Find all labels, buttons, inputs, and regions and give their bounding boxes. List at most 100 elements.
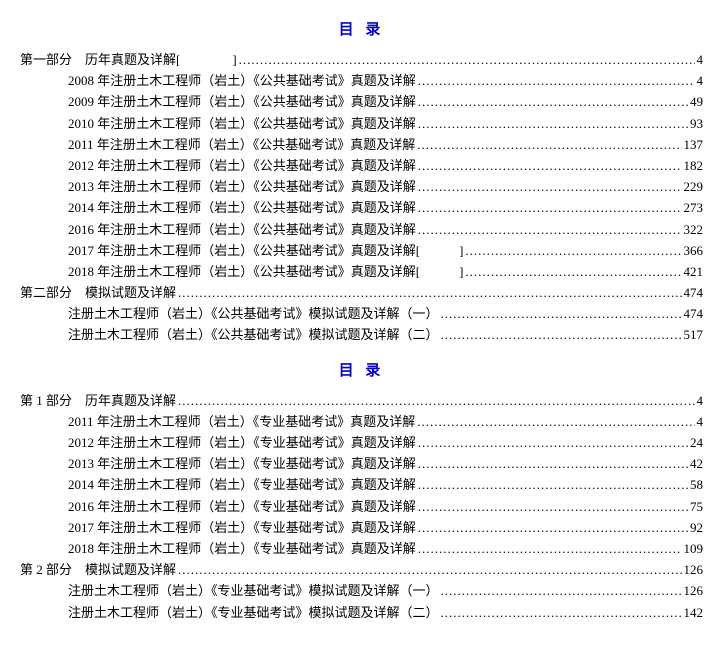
toc-entry-page: 273: [684, 199, 704, 217]
toc-entry-label: 注册土木工程师（岩土）《公共基础考试》模拟试题及详解（一）: [68, 305, 439, 323]
toc-entry-page: 137: [684, 136, 704, 154]
toc-2: 目 录第 1 部分 历年真题及详解42011 年注册土木工程师（岩土）《专业基础…: [20, 359, 703, 622]
toc-dots: [418, 519, 688, 537]
toc-entry-label: 2012 年注册土木工程师（岩土）《公共基础考试》真题及详解: [68, 157, 416, 175]
toc-line: 2017 年注册土木工程师（岩土）《专业基础考试》真题及详解 92: [68, 519, 703, 537]
toc-line: 注册土木工程师（岩土）《公共基础考试》模拟试题及详解（一） 474: [68, 305, 703, 323]
toc-section-page: 126: [684, 561, 704, 579]
toc-entry-page: 4: [697, 413, 704, 431]
toc-dots: [417, 136, 681, 154]
toc-entry-label: 注册土木工程师（岩土）《公共基础考试》模拟试题及详解（二）: [68, 326, 439, 344]
toc-line: 注册土木工程师（岩土）《公共基础考试》模拟试题及详解（二） 517: [68, 326, 703, 344]
toc-1: 目 录第一部分 历年真题及详解[ ]42008 年注册土木工程师（岩土）《公共基…: [20, 18, 703, 345]
toc-entry-label: 注册土木工程师（岩土）《专业基础考试》模拟试题及详解（一）: [68, 582, 439, 600]
toc-entry-label: 注册土木工程师（岩土）《专业基础考试》模拟试题及详解（二）: [68, 604, 439, 622]
toc-entry-page: 92: [690, 519, 703, 537]
toc-entry-label: 2010 年注册土木工程师（岩土）《公共基础考试》真题及详解: [68, 115, 416, 133]
toc-entry-page: 474: [684, 305, 704, 323]
toc-entry-label: 2009 年注册土木工程师（岩土）《公共基础考试》真题及详解: [68, 93, 416, 111]
toc-line: 第 1 部分 历年真题及详解 4: [20, 392, 703, 410]
toc-entry-label: 2014 年注册土木工程师（岩土）《专业基础考试》真题及详解: [68, 476, 416, 494]
toc-section-label: 第 1 部分 历年真题及详解: [20, 392, 176, 410]
toc-dots: [418, 93, 688, 111]
toc-dots: [418, 157, 682, 175]
toc-line: 2014 年注册土木工程师（岩土）《公共基础考试》真题及详解 273: [68, 199, 703, 217]
toc-entry-page: 229: [684, 178, 704, 196]
toc-dots: [441, 305, 682, 323]
toc-line: 2011 年注册土木工程师（岩土）《专业基础考试》真题及详解 4: [68, 413, 703, 431]
toc-entry-page: 142: [684, 604, 704, 622]
toc-dots: [418, 178, 682, 196]
toc-dots: [178, 392, 694, 410]
toc-dots: [441, 326, 682, 344]
toc-entry-label: 2013 年注册土木工程师（岩土）《专业基础考试》真题及详解: [68, 455, 416, 473]
toc-entry-label: 2011 年注册土木工程师（岩土）《公共基础考试》真题及详解: [68, 136, 415, 154]
toc-line: 2018 年注册土木工程师（岩土）《专业基础考试》真题及详解 109: [68, 540, 703, 558]
toc-line: 注册土木工程师（岩土）《专业基础考试》模拟试题及详解（二） 142: [68, 604, 703, 622]
toc-entry-label: 2011 年注册土木工程师（岩土）《专业基础考试》真题及详解: [68, 413, 415, 431]
toc-line: 2008 年注册土木工程师（岩土）《公共基础考试》真题及详解 4: [68, 72, 703, 90]
toc-line: 2017 年注册土木工程师（岩土）《公共基础考试》真题及详解[ ] 366: [68, 242, 703, 260]
toc-line: 2013 年注册土木工程师（岩土）《公共基础考试》真题及详解 229: [68, 178, 703, 196]
toc-line: 2014 年注册土木工程师（岩土）《专业基础考试》真题及详解 58: [68, 476, 703, 494]
toc-line: 第 2 部分 模拟试题及详解 126: [20, 561, 703, 579]
toc-line: 2016 年注册土木工程师（岩土）《公共基础考试》真题及详解 322: [68, 221, 703, 239]
toc-dots: [418, 540, 682, 558]
toc-dots: [418, 498, 688, 516]
toc-entry-label: 2013 年注册土木工程师（岩土）《公共基础考试》真题及详解: [68, 178, 416, 196]
toc-section-label: 第二部分 模拟试题及详解: [20, 284, 176, 302]
toc-line: 2012 年注册土木工程师（岩土）《专业基础考试》真题及详解 24: [68, 434, 703, 452]
toc-dots: [418, 476, 688, 494]
toc-dots: [178, 561, 681, 579]
toc-section-label: 第一部分 历年真题及详解[ ]: [20, 51, 237, 69]
toc-entry-page: 109: [684, 540, 704, 558]
toc-line: 2011 年注册土木工程师（岩土）《公共基础考试》真题及详解 137: [68, 136, 703, 154]
toc-dots: [441, 604, 682, 622]
toc-line: 第二部分 模拟试题及详解 474: [20, 284, 703, 302]
toc-entry-label: 2016 年注册土木工程师（岩土）《专业基础考试》真题及详解: [68, 498, 416, 516]
toc-entry-page: 42: [690, 455, 703, 473]
toc-entry-label: 2017 年注册土木工程师（岩土）《公共基础考试》真题及详解[ ]: [68, 242, 463, 260]
toc-section-page: 4: [697, 51, 704, 69]
toc-entry-page: 75: [690, 498, 703, 516]
toc-entry-page: 49: [690, 93, 703, 111]
toc-entry-page: 182: [684, 157, 704, 175]
toc-dots: [418, 199, 682, 217]
toc-entry-label: 2018 年注册土木工程师（岩土）《专业基础考试》真题及详解: [68, 540, 416, 558]
toc-dots: [418, 434, 688, 452]
toc-dots: [418, 115, 688, 133]
toc-entry-page: 4: [697, 72, 704, 90]
toc-line: 2009 年注册土木工程师（岩土）《公共基础考试》真题及详解 49: [68, 93, 703, 111]
toc-dots: [465, 242, 681, 260]
toc-entry-page: 517: [684, 326, 704, 344]
toc-entry-label: 2012 年注册土木工程师（岩土）《专业基础考试》真题及详解: [68, 434, 416, 452]
toc-entry-label: 2017 年注册土木工程师（岩土）《专业基础考试》真题及详解: [68, 519, 416, 537]
toc-entry-page: 58: [690, 476, 703, 494]
toc-entry-page: 366: [684, 242, 704, 260]
toc-line: 2013 年注册土木工程师（岩土）《专业基础考试》真题及详解 42: [68, 455, 703, 473]
toc-entry-page: 24: [690, 434, 703, 452]
toc-entry-label: 2008 年注册土木工程师（岩土）《公共基础考试》真题及详解: [68, 72, 416, 90]
toc-entry-page: 322: [684, 221, 704, 239]
toc-dots: [178, 284, 681, 302]
toc-dots: [418, 455, 688, 473]
toc-entry-label: 2018 年注册土木工程师（岩土）《公共基础考试》真题及详解[ ]: [68, 263, 463, 281]
toc-entry-page: 421: [684, 263, 704, 281]
toc-line: 2012 年注册土木工程师（岩土）《公共基础考试》真题及详解 182: [68, 157, 703, 175]
toc-line: 注册土木工程师（岩土）《专业基础考试》模拟试题及详解（一） 126: [68, 582, 703, 600]
toc-entry-page: 126: [684, 582, 704, 600]
toc-section-label: 第 2 部分 模拟试题及详解: [20, 561, 176, 579]
toc-section-page: 474: [684, 284, 704, 302]
toc-title: 目 录: [20, 18, 703, 39]
toc-dots: [417, 413, 694, 431]
toc-dots: [239, 51, 695, 69]
toc-entry-label: 2016 年注册土木工程师（岩土）《公共基础考试》真题及详解: [68, 221, 416, 239]
toc-dots: [418, 72, 695, 90]
toc-section-page: 4: [697, 392, 704, 410]
toc-entry-label: 2014 年注册土木工程师（岩土）《公共基础考试》真题及详解: [68, 199, 416, 217]
toc-dots: [465, 263, 681, 281]
toc-line: 2018 年注册土木工程师（岩土）《公共基础考试》真题及详解[ ] 421: [68, 263, 703, 281]
toc-line: 2016 年注册土木工程师（岩土）《专业基础考试》真题及详解 75: [68, 498, 703, 516]
toc-line: 2010 年注册土木工程师（岩土）《公共基础考试》真题及详解93: [68, 115, 703, 133]
toc-dots: [418, 221, 682, 239]
